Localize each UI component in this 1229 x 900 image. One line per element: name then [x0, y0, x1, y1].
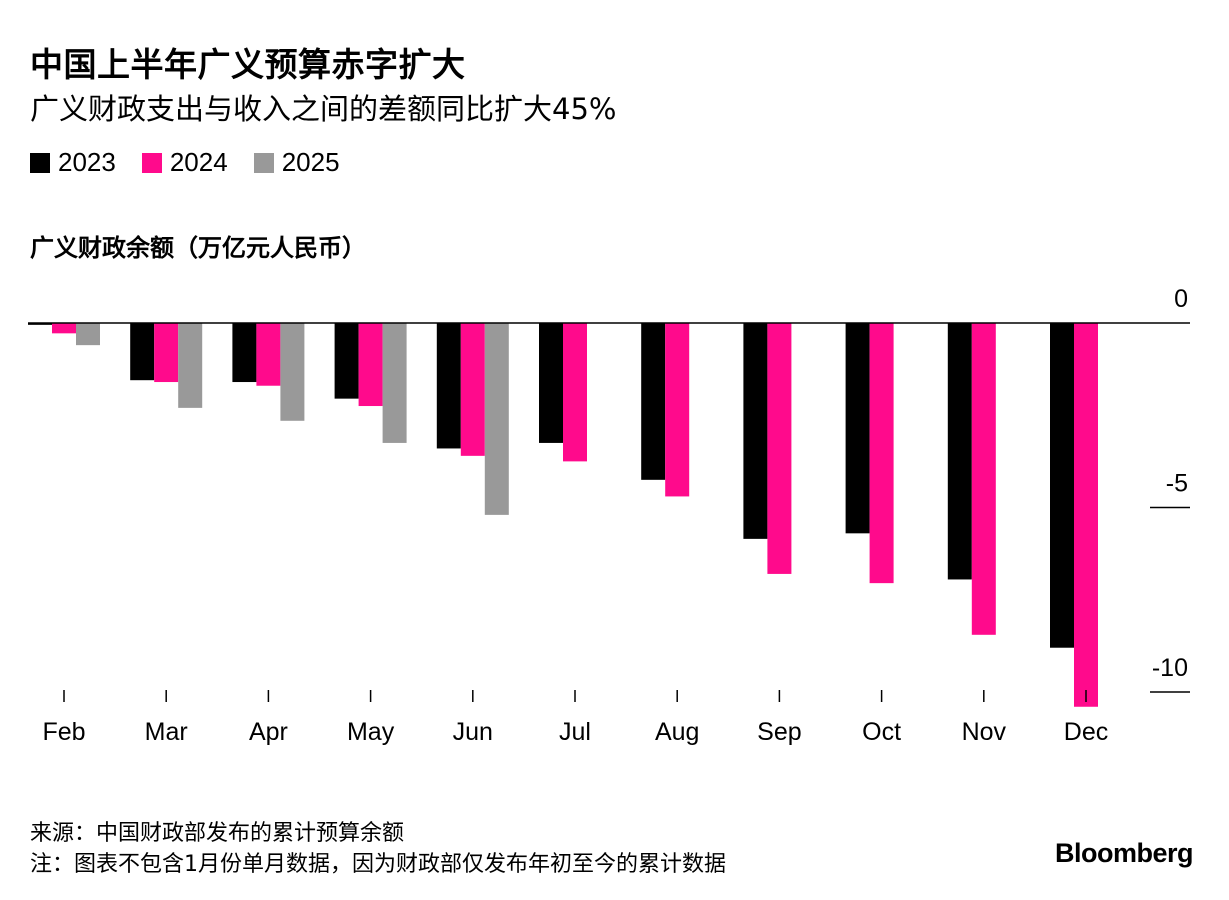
legend-label-2025: 2025 [281, 147, 340, 177]
bar-2023-feb [28, 323, 52, 325]
legend: 2023 2024 2025 [30, 147, 340, 178]
bar-2024-nov [971, 323, 996, 635]
bar-2023-mar [130, 323, 155, 381]
bar-2024-mar [154, 323, 179, 383]
legend-item-2023: 2023 [30, 147, 116, 178]
x-tick-label: Feb [42, 718, 85, 746]
bar-2024-jun [460, 323, 485, 456]
bar-2023-nov [947, 323, 972, 580]
bar-2023-jun [436, 323, 461, 449]
x-tick-label: May [347, 718, 395, 746]
y-tick-label: -10 [1152, 654, 1188, 682]
bar-2024-may [358, 323, 383, 407]
methodology-note: 注：图表不包含1月份单月数据，因为财政部仅发布年初至今的累计数据 [30, 852, 726, 877]
bar-2025-apr [280, 323, 305, 421]
x-tick-label: Oct [862, 718, 901, 746]
bar-2024-aug [665, 323, 690, 497]
bloomberg-logo: Bloomberg [1054, 838, 1194, 868]
bar-2025-jun [484, 323, 509, 515]
legend-item-2025: 2025 [253, 147, 340, 178]
y-axis-unit-label: 广义财政余额（万亿元人民币） [30, 234, 366, 262]
x-tick-label: Dec [1064, 718, 1108, 746]
bar-2023-apr [232, 323, 257, 383]
bar-2024-jul [563, 323, 587, 462]
legend-label-2024: 2024 [169, 147, 228, 177]
y-tick-label: 0 [1174, 285, 1188, 313]
bar-2023-jul [539, 323, 563, 443]
x-tick-label: Mar [145, 718, 188, 746]
bar-2023-aug [641, 323, 666, 480]
bar-chart: 0 -5 -10 Feb Mar Apr May Jun Jul Aug Sep Oct Nov Dec [28, 285, 1190, 746]
source-note: 来源：中国财政部发布的累计预算余额 [30, 821, 405, 846]
x-tick-label: Sep [757, 718, 801, 746]
legend-swatch-2025 [253, 152, 274, 173]
x-tick-label: Jun [453, 718, 493, 746]
x-tick-label: Jul [559, 718, 591, 746]
bar-2023-dec [1050, 323, 1074, 648]
bar-2024-feb [52, 323, 76, 334]
bar-2025-mar [178, 323, 203, 408]
chart-title: 中国上半年广义预算赤字扩大 [30, 45, 466, 84]
bar-2023-sep [743, 323, 768, 539]
bar-2024-oct [869, 323, 894, 584]
bar-2025-feb [76, 323, 100, 346]
legend-swatch-2024 [141, 152, 162, 173]
x-tick-label: Nov [962, 718, 1007, 746]
bar-2025-may [382, 323, 407, 443]
x-tick-label: Aug [655, 718, 699, 746]
legend-label-2023: 2023 [58, 147, 116, 177]
legend-swatch-2023 [30, 152, 50, 173]
y-tick-label: -5 [1166, 470, 1188, 498]
legend-item-2024: 2024 [141, 147, 228, 178]
x-tick-label: Apr [249, 718, 288, 746]
bar-2023-may [334, 323, 359, 399]
bar-2024-apr [256, 323, 281, 386]
footnotes: 来源：中国财政部发布的累计预算余额 注：图表不包含1月份单月数据，因为财政部仅发… [30, 818, 726, 880]
bar-2024-dec [1074, 323, 1098, 707]
chart-subtitle: 广义财政支出与收入之间的差额同比扩大45% [30, 92, 617, 126]
bar-2024-sep [767, 323, 792, 574]
bar-2023-oct [845, 323, 870, 534]
